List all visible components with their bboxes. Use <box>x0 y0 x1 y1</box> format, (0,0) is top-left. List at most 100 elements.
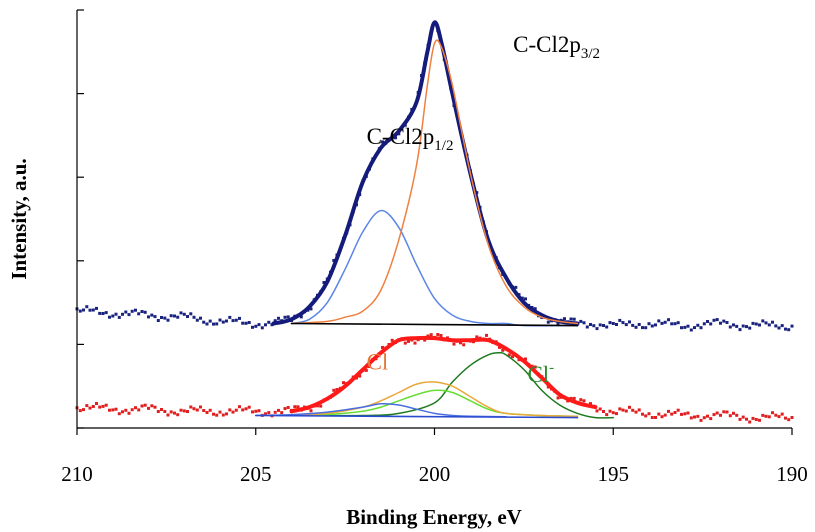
data-point <box>186 315 189 318</box>
data-point <box>742 325 745 328</box>
data-point <box>638 408 641 411</box>
data-point <box>573 318 576 321</box>
annotation-cc_p32: C-Cl2p3/2 <box>513 32 600 62</box>
data-point <box>141 310 144 313</box>
data-point <box>570 318 573 321</box>
data-point <box>196 409 199 412</box>
data-point <box>209 409 212 412</box>
data-point <box>180 409 183 412</box>
data-point <box>755 418 758 421</box>
data-point <box>150 314 153 317</box>
data-point <box>732 412 735 415</box>
data-point <box>228 316 231 319</box>
data-point <box>212 413 215 416</box>
data-point <box>615 323 618 326</box>
data-point <box>677 321 680 324</box>
data-point <box>189 406 192 409</box>
data-point <box>690 329 693 332</box>
data-point <box>677 409 680 412</box>
data-point <box>219 411 222 414</box>
data-point <box>661 322 664 325</box>
data-point <box>586 326 589 329</box>
data-point <box>787 328 790 331</box>
data-point <box>128 412 131 415</box>
data-point <box>599 323 602 326</box>
data-point <box>735 325 738 328</box>
data-point <box>557 396 560 399</box>
data-point <box>222 321 225 324</box>
data-point <box>674 411 677 414</box>
data-point <box>232 411 235 414</box>
data-point <box>310 409 313 412</box>
data-point <box>687 325 690 328</box>
data-point <box>118 412 121 415</box>
data-point <box>625 323 628 326</box>
data-point <box>657 413 660 416</box>
data-point <box>651 416 654 419</box>
data-point <box>254 410 257 413</box>
data-point <box>748 327 751 330</box>
data-point <box>319 405 322 408</box>
data-point <box>612 411 615 414</box>
data-point <box>108 316 111 319</box>
data-point <box>732 323 735 326</box>
data-point <box>771 321 774 324</box>
data-point <box>774 324 777 327</box>
data-point <box>238 405 241 408</box>
data-point <box>131 310 134 313</box>
data-point <box>680 326 683 329</box>
data-point <box>137 312 140 315</box>
data-point <box>232 319 235 322</box>
data-point <box>251 326 254 329</box>
data-point <box>111 408 114 411</box>
data-point <box>92 405 95 408</box>
data-point <box>709 417 712 420</box>
data-point <box>739 418 742 421</box>
data-point <box>599 408 602 411</box>
x-tick-label: 210 <box>61 462 93 486</box>
data-point <box>602 410 605 413</box>
data-point <box>791 325 794 328</box>
series-upper-baseline-line <box>292 324 578 326</box>
data-point <box>579 320 582 323</box>
data-point <box>735 414 738 417</box>
data-point <box>755 323 758 326</box>
data-point <box>79 310 82 313</box>
data-point <box>622 409 625 412</box>
x-tick-label: 195 <box>598 462 630 486</box>
data-point <box>693 326 696 329</box>
data-point <box>583 399 586 402</box>
data-point <box>228 408 231 411</box>
data-point <box>254 325 257 328</box>
data-point <box>667 410 670 413</box>
data-point <box>98 312 101 315</box>
data-point <box>657 319 660 322</box>
data-point <box>609 321 612 324</box>
data-point <box>716 318 719 321</box>
x-tick-label: 190 <box>776 462 808 486</box>
data-point <box>784 417 787 420</box>
data-point <box>160 316 163 319</box>
data-point <box>748 421 751 424</box>
data-point <box>105 311 108 314</box>
data-point <box>102 312 105 315</box>
data-point <box>128 313 131 316</box>
data-point <box>267 321 270 324</box>
data-point <box>641 413 644 416</box>
data-point <box>131 408 134 411</box>
data-point <box>583 321 586 324</box>
data-point <box>687 412 690 415</box>
data-point <box>700 419 703 422</box>
data-point <box>709 322 712 325</box>
data-point <box>664 414 667 417</box>
data-point <box>180 311 183 314</box>
data-point <box>245 407 248 410</box>
data-point <box>170 410 173 413</box>
data-point <box>596 327 599 330</box>
x-tick-label: 205 <box>240 462 272 486</box>
data-point <box>683 412 686 415</box>
data-point <box>264 323 267 326</box>
data-point <box>719 414 722 417</box>
data-point <box>248 321 251 324</box>
data-point <box>258 323 261 326</box>
